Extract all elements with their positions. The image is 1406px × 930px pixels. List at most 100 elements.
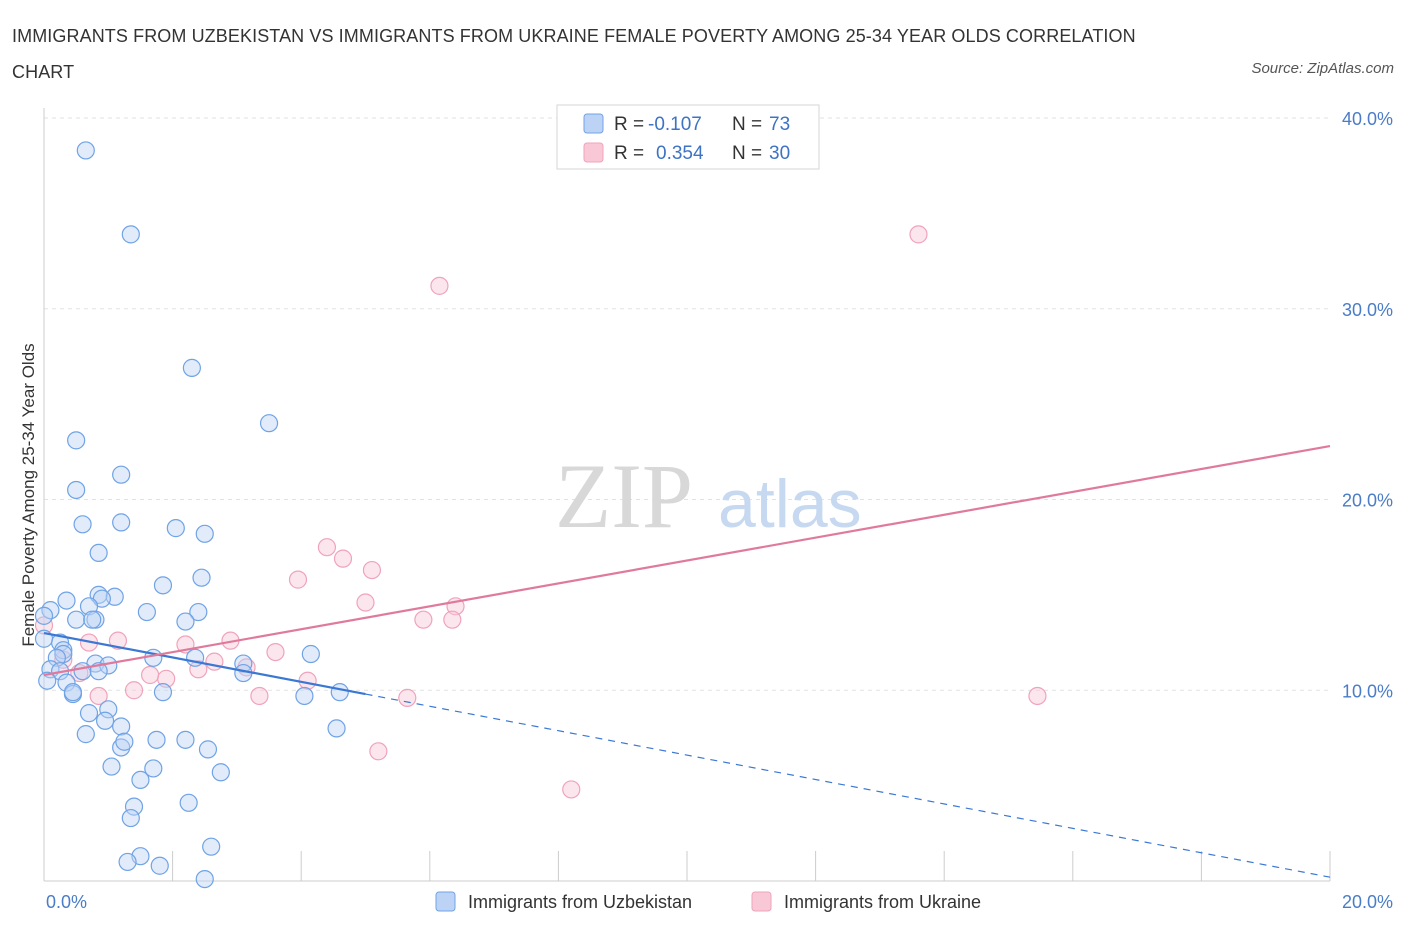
uzbekistan-point-69 [118,852,137,872]
uzbekistan-point-6 [67,480,86,500]
uzbekistan-point-55 [147,730,166,749]
legend-n-label-1: N = [732,114,762,135]
ukraine-point-11 [108,631,128,650]
uzbekistan-point-50 [79,704,99,723]
watermark-atlas: atlas [718,466,862,542]
uzbekistan-point-56 [176,730,195,749]
uzbekistan-point-1 [121,225,140,244]
ukraine-point-16 [54,650,73,669]
uzbekistan-point-72 [34,629,54,648]
legend-n-label-2: N = [732,143,762,164]
uzbekistan-point-2 [182,358,201,377]
top-legend: R = -0.107 N = 73 R = 0.354 N = 30 [556,104,820,170]
ukraine-point-27 [398,688,417,707]
uzbekistan-point-28 [54,641,73,660]
ukraine-point-5 [288,570,308,589]
uzbekistan-point-59 [198,740,218,759]
uzbekistan-point-4 [67,431,86,450]
bottom-legend-label-ukraine: Immigrants from Ukraine [784,892,981,912]
ukraine-point-30 [562,780,581,799]
uzbekistan-point-22 [34,606,54,625]
ukraine-point-2 [317,538,337,557]
ukraine-point-25 [89,686,108,706]
ukraine-point-28 [1028,686,1047,706]
uzbekistan-point-46 [153,683,173,702]
uzbekistan-point-63 [131,770,150,790]
uzbekistan-point-8 [112,513,131,532]
ukraine-point-15 [266,642,285,662]
uzbekistan-point-25 [83,610,102,629]
ukraine-points [34,225,1047,799]
uzbekistan-trend-extension [365,693,1331,878]
ukraine-point-7 [356,593,375,612]
uzbekistan-point-30 [47,648,66,667]
uzbekistan-point-12 [192,568,211,587]
legend-r-label-2: R = [614,143,644,164]
uzbekistan-points [34,141,349,889]
uzbekistan-point-10 [195,524,214,543]
ukraine-point-1 [430,276,449,295]
ukraine-point-4 [362,560,382,580]
legend-swatch-uzbekistan [583,113,604,134]
uzbekistan-point-20 [137,602,156,622]
uzbekistan-point-52 [95,711,115,730]
ukraine-point-24 [124,681,144,700]
uzbekistan-point-33 [301,644,320,664]
chart-title: IMMIGRANTS FROM UZBEKISTAN VS IMMIGRANTS… [12,26,1136,82]
uzbekistan-point-11 [89,543,108,563]
axes [43,108,1331,882]
bottom-legend: Immigrants from Uzbekistan Immigrants fr… [435,891,981,912]
source-label: Source: ZipAtlas.com [1251,60,1394,77]
uzbekistan-trend-line [43,631,366,696]
legend-n-value-1: 73 [769,114,790,135]
ukraine-point-19 [189,660,208,679]
uzbekistan-point-47 [295,686,314,706]
trend-lines [43,445,1331,878]
uzbekistan-point-66 [121,808,140,828]
uzbekistan-point-43 [57,673,76,692]
watermark-zip: ZIP [555,445,693,547]
uzbekistan-point-21 [189,602,208,622]
uzbekistan-point-40 [234,654,253,673]
legend-r-value-2: 0.354 [656,143,704,164]
uzbekistan-point-58 [115,732,134,751]
uzbekistan-point-71 [195,869,214,889]
y-tick-label-0: 10.0% [1342,681,1393,701]
legend-swatch-ukraine [583,142,604,163]
ukraine-point-3 [333,549,353,568]
uzbekistan-point-5 [112,465,131,484]
uzbekistan-point-67 [202,837,221,856]
uzbekistan-point-53 [327,719,346,738]
ukraine-point-23 [298,671,317,690]
uzbekistan-point-38 [73,662,92,681]
uzbekistan-point-70 [150,856,169,875]
uzbekistan-point-9 [166,519,185,538]
ukraine-point-9 [443,610,462,629]
uzbekistan-point-13 [153,576,173,595]
y-tick-label-2: 30.0% [1342,300,1393,320]
uzbekistan-point-51 [112,717,131,736]
uzbekistan-point-0 [76,141,95,160]
y-tick-label-1: 20.0% [1342,491,1393,511]
y-axis-label: Female Poverty Among 25-34 Year Olds [19,343,38,646]
uzbekistan-point-23 [67,610,86,629]
ukraine-point-22 [157,669,176,688]
grid-lines [44,117,1330,691]
uzbekistan-point-49 [99,700,118,719]
legend-n-value-2: 30 [769,143,790,164]
uzbekistan-point-60 [102,757,121,776]
legend-r-label-1: R = [614,114,644,135]
x-tick-label-1: 20.0% [1342,892,1393,912]
y-tick-label-3: 40.0% [1342,109,1393,129]
uzbekistan-point-48 [330,683,349,702]
uzbekistan-point-45 [63,683,83,702]
uzbekistan-point-7 [73,515,92,534]
ukraine-point-8 [414,610,433,629]
uzbekistan-point-62 [211,763,230,782]
uzbekistan-point-54 [76,725,95,744]
ukraine-point-21 [140,665,160,685]
bottom-legend-swatch-ukraine [751,891,772,912]
uzbekistan-point-3 [259,414,279,433]
uzbekistan-point-26 [176,612,195,631]
